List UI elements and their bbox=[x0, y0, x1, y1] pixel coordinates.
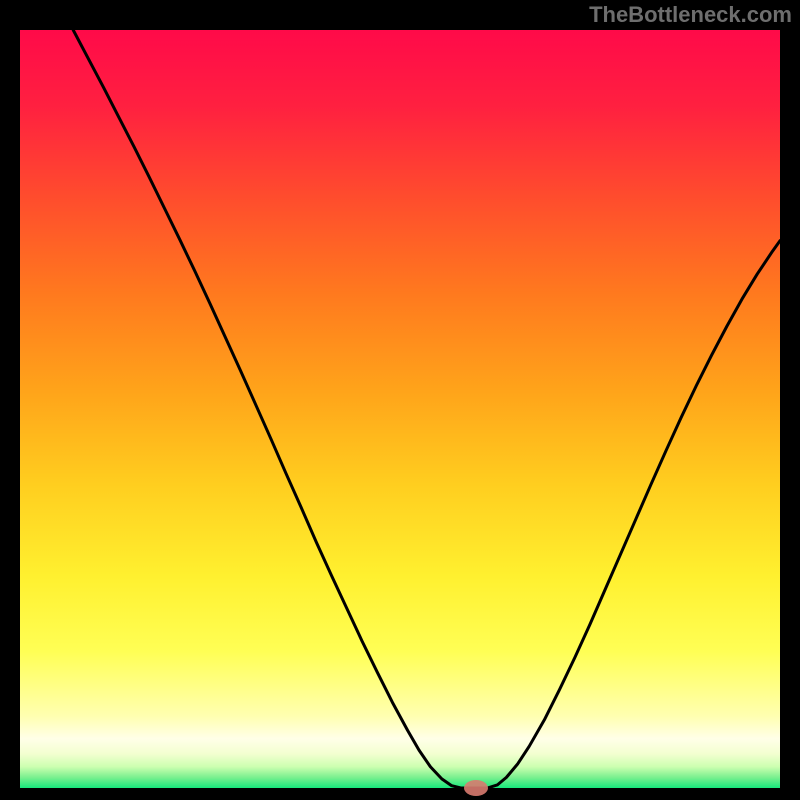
watermark-text: TheBottleneck.com bbox=[589, 2, 792, 28]
chart-svg bbox=[0, 0, 800, 800]
chart-container: TheBottleneck.com bbox=[0, 0, 800, 800]
optimum-marker bbox=[464, 780, 488, 796]
